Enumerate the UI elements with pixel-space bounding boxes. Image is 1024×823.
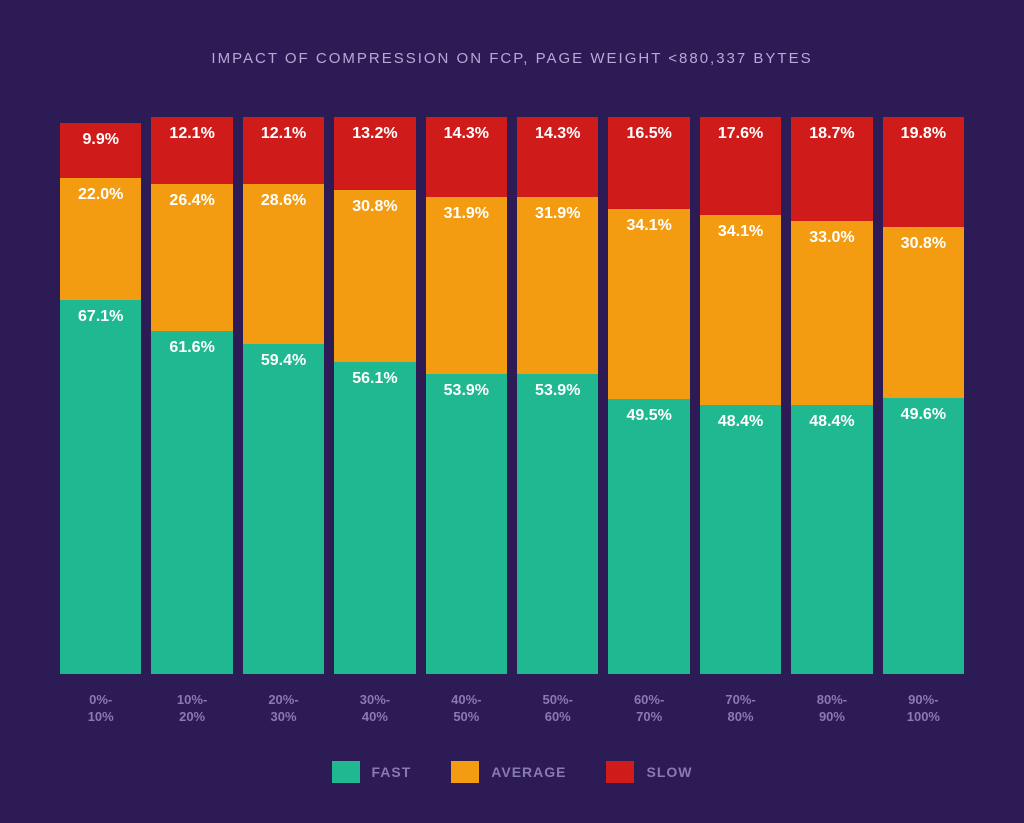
bar-segment-fast: 49.5% (608, 399, 689, 675)
bar-segment-average: 28.6% (243, 184, 324, 343)
bar-segment-fast: 53.9% (517, 374, 598, 674)
bar-segment-average: 33.0% (791, 221, 872, 405)
bar-stack: 14.3%31.9%53.9% (426, 117, 507, 674)
bar-column: 14.3%31.9%53.9%40%- 50% (426, 117, 507, 726)
bar-column: 12.1%28.6%59.4%20%- 30% (243, 117, 324, 726)
bar-segment-slow: 12.1% (151, 117, 232, 184)
chart-title: IMPACT OF COMPRESSION ON FCP, PAGE WEIGH… (60, 50, 964, 67)
bar-segment-slow: 18.7% (791, 117, 872, 221)
bar-segment-average: 30.8% (883, 227, 964, 398)
category-label: 40%- 50% (426, 674, 507, 726)
bar-segment-fast: 56.1% (334, 362, 415, 674)
bar-column: 16.5%34.1%49.5%60%- 70% (608, 117, 689, 726)
bar-segment-slow: 14.3% (426, 117, 507, 197)
category-label: 10%- 20% (151, 674, 232, 726)
bar-segment-average: 26.4% (151, 184, 232, 331)
bar-segment-average: 34.1% (700, 215, 781, 405)
bar-column: 9.9%22.0%67.1%0%- 10% (60, 117, 141, 726)
category-label: 90%- 100% (883, 674, 964, 726)
legend-item-average: AVERAGE (451, 761, 566, 783)
bar-segment-average: 30.8% (334, 190, 415, 361)
bar-stack: 16.5%34.1%49.5% (608, 117, 689, 674)
legend-item-slow: SLOW (606, 761, 692, 783)
legend-item-fast: FAST (332, 761, 412, 783)
category-label: 50%- 60% (517, 674, 598, 726)
bar-segment-fast: 49.6% (883, 398, 964, 674)
legend-label: FAST (372, 764, 412, 780)
category-label: 0%- 10% (60, 674, 141, 726)
bar-stack: 12.1%28.6%59.4% (243, 117, 324, 674)
bar-segment-average: 34.1% (608, 209, 689, 399)
bar-stack: 9.9%22.0%67.1% (60, 117, 141, 674)
legend-label: AVERAGE (491, 764, 566, 780)
legend-label: SLOW (646, 764, 692, 780)
bar-stack: 19.8%30.8%49.6% (883, 117, 964, 674)
bar-segment-fast: 48.4% (791, 405, 872, 674)
bar-column: 18.7%33.0%48.4%80%- 90% (791, 117, 872, 726)
bar-segment-fast: 59.4% (243, 344, 324, 675)
bar-segment-slow: 9.9% (60, 123, 141, 178)
legend-swatch (606, 761, 634, 783)
bar-column: 14.3%31.9%53.9%50%- 60% (517, 117, 598, 726)
bar-stack: 18.7%33.0%48.4% (791, 117, 872, 674)
legend-swatch (332, 761, 360, 783)
bar-stack: 12.1%26.4%61.6% (151, 117, 232, 674)
bar-stack: 17.6%34.1%48.4% (700, 117, 781, 674)
bar-segment-fast: 53.9% (426, 374, 507, 674)
bar-column: 13.2%30.8%56.1%30%- 40% (334, 117, 415, 726)
bars-area: 9.9%22.0%67.1%0%- 10%12.1%26.4%61.6%10%-… (60, 117, 964, 726)
bar-segment-slow: 13.2% (334, 117, 415, 190)
category-label: 30%- 40% (334, 674, 415, 726)
bar-segment-average: 31.9% (426, 197, 507, 375)
category-label: 80%- 90% (791, 674, 872, 726)
bar-segment-fast: 67.1% (60, 300, 141, 674)
bar-segment-average: 22.0% (60, 178, 141, 301)
legend-swatch (451, 761, 479, 783)
bar-column: 17.6%34.1%48.4%70%- 80% (700, 117, 781, 726)
bar-segment-slow: 16.5% (608, 117, 689, 209)
category-label: 20%- 30% (243, 674, 324, 726)
bar-segment-fast: 61.6% (151, 331, 232, 674)
bar-stack: 13.2%30.8%56.1% (334, 117, 415, 674)
category-label: 60%- 70% (608, 674, 689, 726)
bar-segment-slow: 19.8% (883, 117, 964, 227)
bar-segment-slow: 12.1% (243, 117, 324, 184)
bar-column: 19.8%30.8%49.6%90%- 100% (883, 117, 964, 726)
bar-stack: 14.3%31.9%53.9% (517, 117, 598, 674)
bar-segment-slow: 17.6% (700, 117, 781, 215)
bar-segment-fast: 48.4% (700, 405, 781, 674)
bar-segment-slow: 14.3% (517, 117, 598, 197)
legend: FAST AVERAGE SLOW (60, 761, 964, 783)
bar-segment-average: 31.9% (517, 197, 598, 375)
bar-column: 12.1%26.4%61.6%10%- 20% (151, 117, 232, 726)
category-label: 70%- 80% (700, 674, 781, 726)
chart-container: IMPACT OF COMPRESSION ON FCP, PAGE WEIGH… (0, 0, 1024, 823)
